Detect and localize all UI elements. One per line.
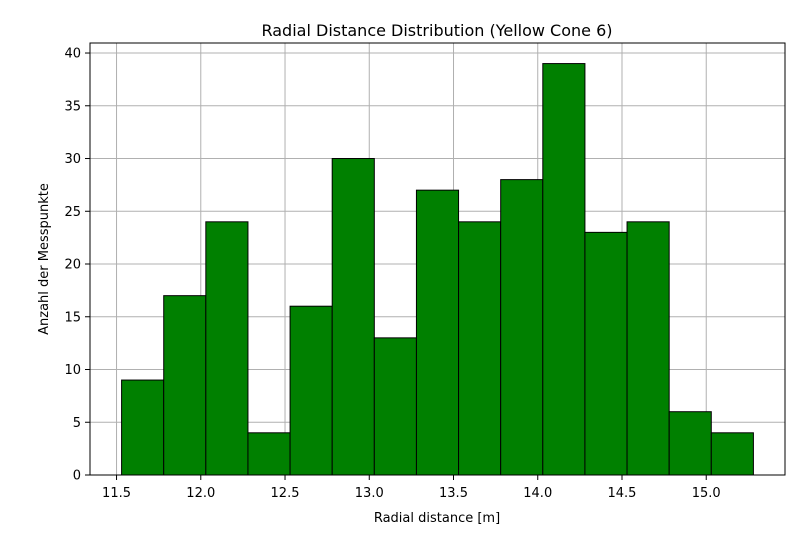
bar (331, 158, 375, 476)
bar (584, 231, 628, 476)
y-tick-label: 35 (64, 99, 81, 114)
bar (458, 221, 502, 476)
bar (415, 189, 460, 476)
chart-title: Radial Distance Distribution (Yellow Con… (261, 21, 612, 40)
y-tick-label: 30 (64, 152, 81, 167)
bar (373, 337, 417, 476)
y-tick-label: 10 (64, 363, 81, 378)
y-tick-label: 20 (64, 258, 81, 273)
x-tick-label: 12.0 (186, 486, 215, 501)
bar (247, 432, 291, 476)
bar (542, 63, 586, 476)
y-tick-label: 25 (64, 205, 81, 220)
y-axis-label: Anzahl der Messpunkte (37, 183, 52, 335)
plot-frame (89, 42, 786, 476)
x-tick-label: 13.0 (355, 486, 384, 501)
x-axis-label: Radial distance [m] (374, 511, 500, 526)
x-tick-label: 14.5 (608, 486, 637, 501)
bar (121, 379, 165, 476)
bar (500, 179, 544, 476)
y-tick-label: 15 (64, 310, 81, 325)
bar (289, 305, 333, 476)
bar (710, 432, 754, 476)
bar (205, 221, 249, 476)
bar (626, 221, 670, 476)
bar (163, 295, 207, 476)
y-tick-label: 5 (73, 416, 81, 431)
x-tick-label: 15.0 (692, 486, 721, 501)
x-tick-label: 11.5 (102, 486, 131, 501)
x-tick-label: 14.0 (523, 486, 552, 501)
y-tick-label: 0 (73, 469, 81, 484)
x-tick-label: 13.5 (439, 486, 468, 501)
y-tick-label: 40 (64, 47, 81, 62)
bar (668, 411, 712, 476)
x-tick-label: 12.5 (271, 486, 300, 501)
